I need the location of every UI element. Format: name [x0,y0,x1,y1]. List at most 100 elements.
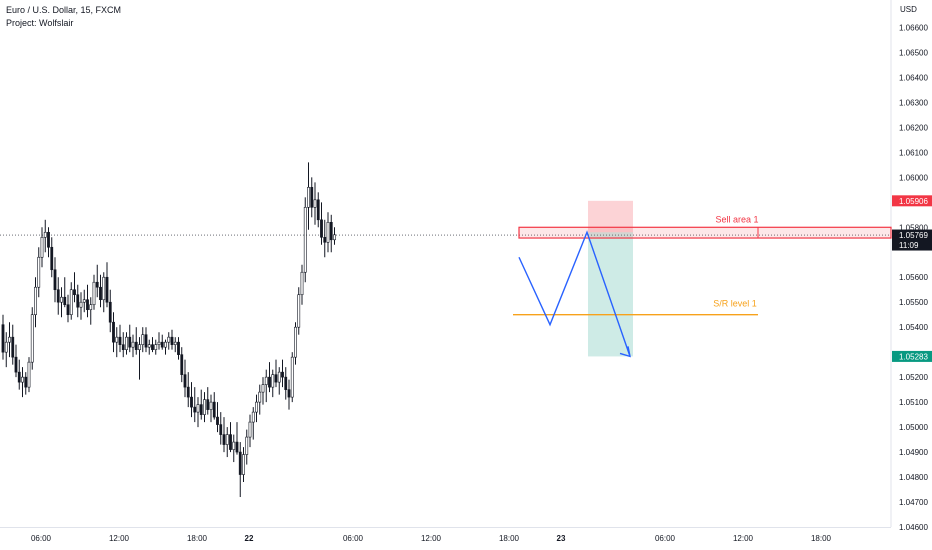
candle-body [70,290,72,315]
candle-body [307,187,309,207]
candle [307,162,309,229]
candle-body [38,257,40,287]
candle [73,272,75,302]
candle-body [155,345,157,350]
sell-area-box [519,227,891,238]
candle-body [278,372,280,382]
candle-body [47,232,49,247]
drawings-layer: Sell area 1 S/R level 1 [513,201,891,357]
candle [129,325,131,352]
candle-body [83,300,85,302]
candle [122,332,124,357]
candle-body [320,220,322,237]
candle [93,275,95,310]
candle [275,360,277,387]
candle-body [333,235,335,240]
candle-body [268,377,270,387]
sr-level-label: S/R level 1 [713,299,757,309]
candle [15,345,17,377]
candle-body [181,355,183,375]
candle [265,370,267,402]
candle [125,332,127,354]
current-price-badge-text: 1.05769 [899,231,928,240]
y-tick-label: 1.05200 [899,373,928,382]
y-tick-label: 1.05400 [899,323,928,332]
candle [281,360,283,387]
candle-body [129,337,131,347]
candle [320,202,322,244]
candle [106,262,108,307]
candle [64,277,66,307]
candle-body [119,337,121,344]
candle-body [207,400,209,410]
candle [210,395,212,422]
candle-body [275,375,277,382]
candle [327,212,329,252]
candle [324,220,326,257]
candle-body [239,452,241,474]
candle [90,297,92,324]
candle-body [262,385,264,392]
candle [184,360,186,397]
y-tick-label: 1.05500 [899,298,928,307]
candle-body [77,295,79,307]
candle [77,285,79,317]
x-tick-label: 12:00 [109,534,130,543]
candle-body [200,405,202,415]
candle-body [164,342,166,347]
candle [294,322,296,364]
candle [314,182,316,224]
candle [242,447,244,482]
candle [203,392,205,422]
candle [223,417,225,452]
candle-body [93,282,95,304]
candle-body [96,282,98,287]
candle-body [116,337,118,342]
candle-body [145,335,147,347]
take-profit-zone [588,232,633,356]
candle [233,435,235,462]
candle [259,385,261,415]
candle-body [311,187,313,207]
candle-body [148,345,150,347]
candle-body [90,305,92,310]
x-tick-label: 12:00 [421,534,442,543]
candle-body [171,337,173,344]
candle-body [213,402,215,417]
candle-body [18,372,20,382]
candle-body [86,300,88,310]
candle [304,197,306,282]
x-tick-label: 22 [245,534,254,543]
candle-body [135,342,137,349]
x-tick-label: 06:00 [31,534,52,543]
candle-body [138,345,140,350]
y-tick-label: 1.06000 [899,173,928,182]
candle [197,397,199,427]
candle [80,292,82,319]
x-tick-label: 23 [557,534,566,543]
candle [226,427,228,457]
candle [28,357,30,392]
candle [112,312,114,352]
candle-body [174,342,176,344]
candle [298,287,300,334]
candle [246,430,248,465]
candle-body [73,290,75,295]
candle-body [259,392,261,402]
candle [229,422,231,452]
candle-body [197,405,199,412]
candle-body [112,322,114,342]
candle [99,275,101,307]
candle [288,380,290,410]
axis-layer: USD 1.06600 1.06500 1.06400 1.06300 1.06200 1.… [31,5,932,543]
candle [220,412,222,444]
candle [317,192,319,227]
candle [158,332,160,349]
candle-body [272,375,274,387]
candle-body [265,377,267,384]
candle [155,340,157,355]
candle [60,287,62,317]
candle-body [51,247,53,269]
candle-body [285,377,287,389]
